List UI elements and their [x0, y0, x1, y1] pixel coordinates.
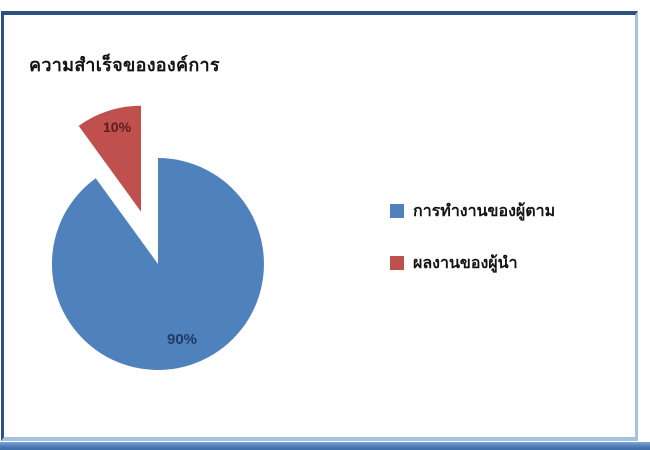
legend-label-leader: ผลงานของผู้นำ — [413, 254, 518, 272]
data-label-90: 90% — [167, 331, 198, 348]
legend-swatch-blue — [390, 204, 404, 218]
pie-slice-followers — [51, 158, 264, 370]
legend-item-followers: การทำงานของผู้ตาม — [390, 200, 555, 222]
data-label-10: 10% — [103, 119, 132, 135]
pie-slice-leader-exploded — [78, 105, 141, 212]
legend-swatch-red — [390, 256, 404, 270]
legend-label-followers: การทำงานของผู้ตาม — [413, 202, 556, 220]
chart-title: ความสำเร็จขององค์การ — [29, 55, 220, 75]
bottom-border-bar — [0, 442, 650, 450]
legend: การทำงานของผู้ตาม ผลงานของผู้นำ — [390, 200, 555, 304]
legend-item-leader: ผลงานของผู้นำ — [390, 252, 555, 274]
